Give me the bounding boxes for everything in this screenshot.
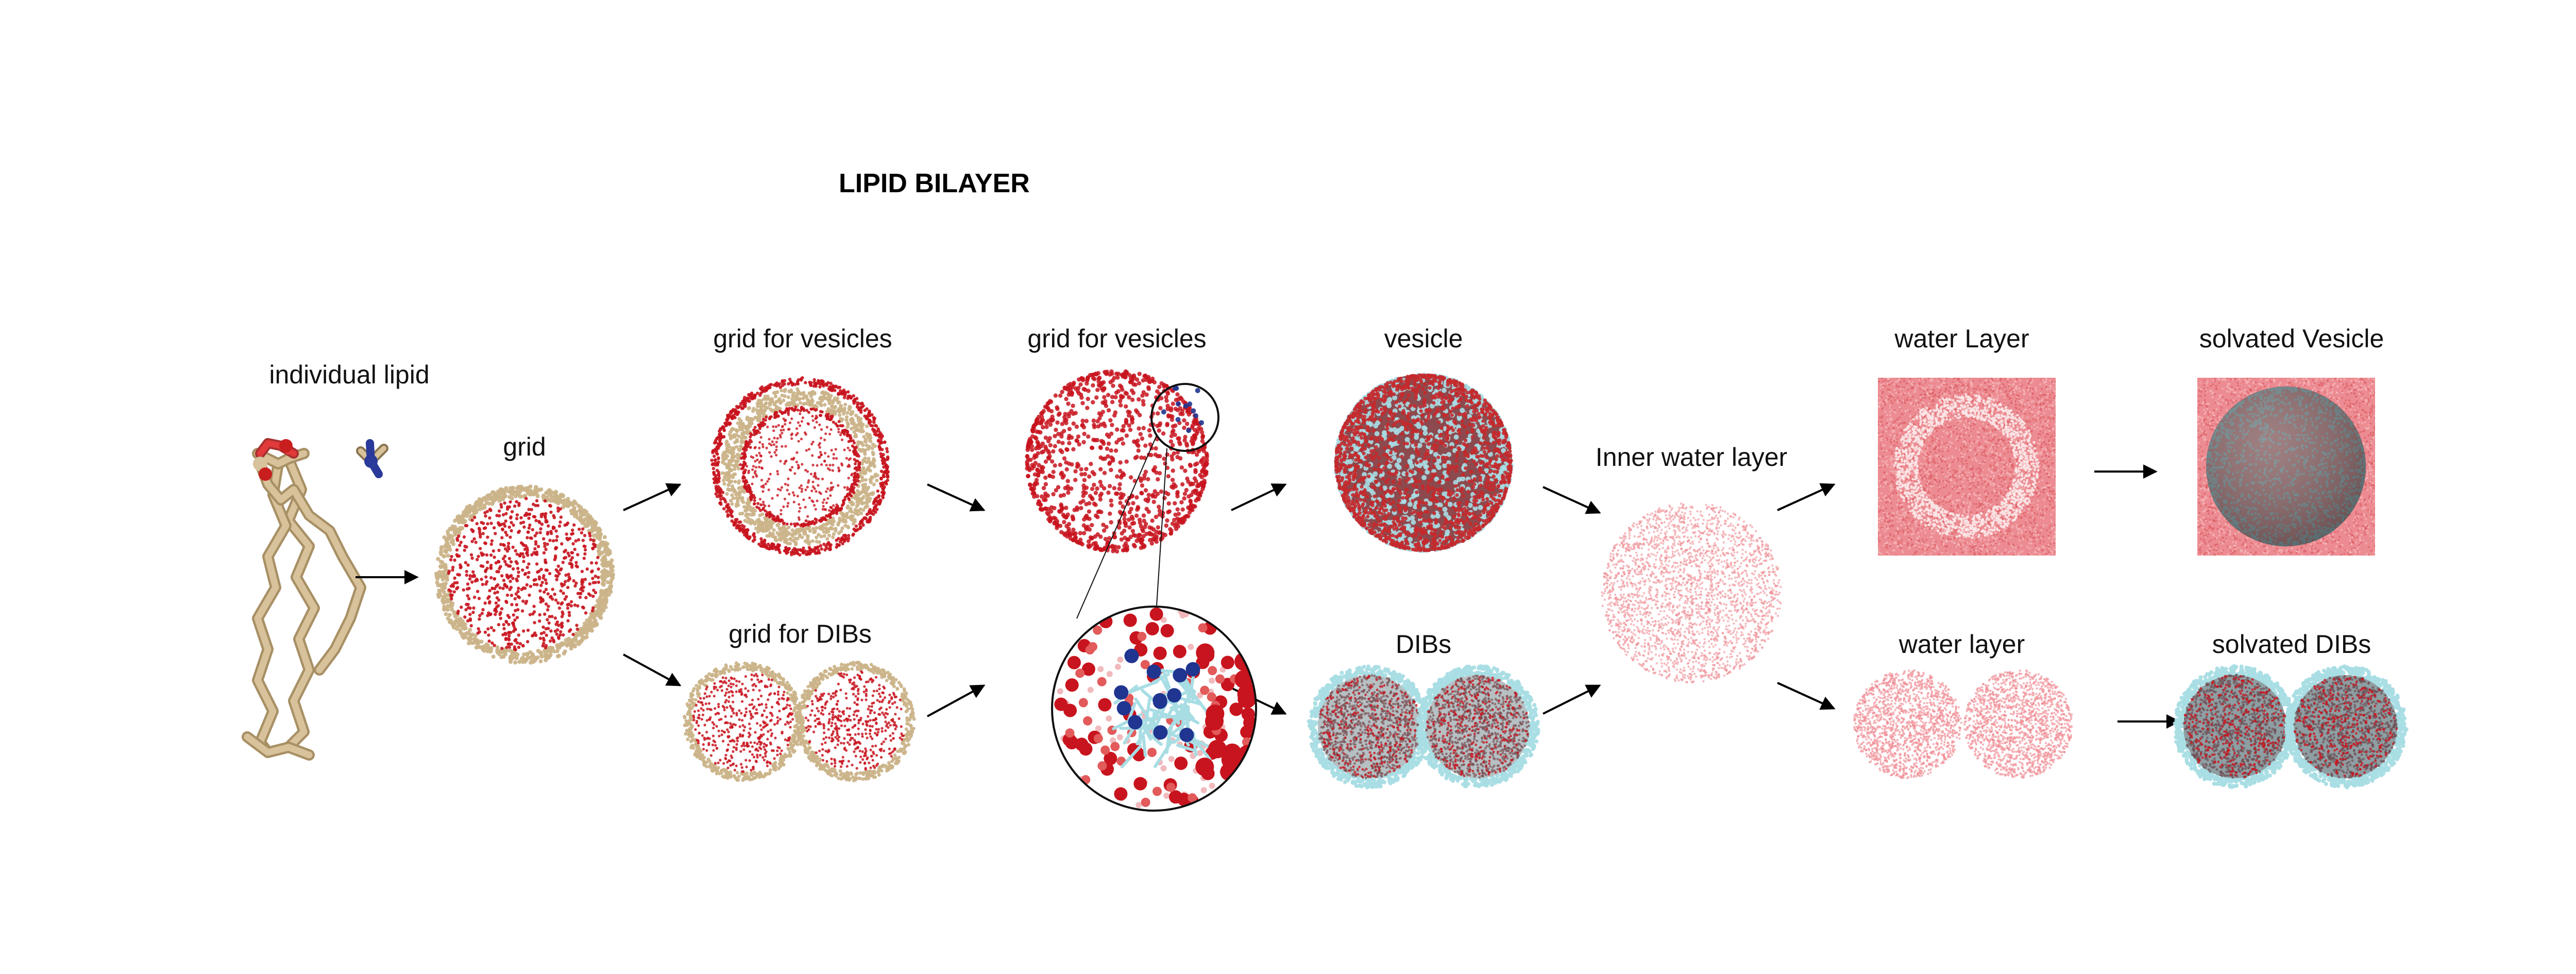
- magnifier-circle-icon: [1150, 383, 1219, 452]
- zoom-line-right: [1156, 448, 1167, 606]
- arrow-icon: [1543, 684, 1601, 715]
- dibs-spheres: [1307, 664, 1540, 790]
- label-water-layer-bottom: water layer: [1899, 629, 2025, 659]
- label-grid-for-vesicles-1: grid for vesicles: [713, 324, 892, 354]
- label-dibs: DIBs: [1396, 629, 1451, 659]
- particle-renderings: [434, 369, 2409, 809]
- label-grid-for-dibs: grid for DIBs: [728, 619, 872, 649]
- label-vesicle: vesicle: [1384, 324, 1463, 354]
- label-individual-lipid: individual lipid: [269, 360, 429, 390]
- grid-vesicles-sphere: [710, 376, 890, 557]
- zoom-inset: [1054, 607, 1256, 809]
- vesicle-sphere: [1333, 373, 1514, 553]
- zoom-line-left: [1076, 435, 1157, 619]
- arrow-icon: [1777, 682, 1836, 710]
- arrow-icon: [1777, 483, 1836, 511]
- label-grid: grid: [503, 432, 546, 462]
- grid-dibs-spheres: [683, 661, 916, 782]
- lipid-molecule-icon: [242, 438, 388, 761]
- water-layer-square: [1878, 378, 2056, 556]
- arrow-icon: [1231, 483, 1287, 511]
- diagram-title: LIPID BILAYER: [839, 168, 1030, 199]
- arrow-icon: [927, 684, 986, 717]
- grid-sphere: [434, 484, 615, 665]
- arrow-icon: [623, 653, 682, 686]
- solvated-dibs-spheres: [2173, 664, 2409, 790]
- zoom-inset-frame: [1051, 606, 1257, 812]
- arrow-icon: [927, 483, 986, 512]
- solvated-vesicle-square: [2197, 378, 2375, 556]
- arrow-icon: [1543, 486, 1601, 514]
- label-water-layer-top: water Layer: [1894, 324, 2029, 354]
- label-solvated-dibs: solvated DIBs: [2212, 629, 2371, 659]
- label-solvated-vesicle: solvated Vesicle: [2199, 324, 2384, 354]
- inner-water-sphere: [1601, 502, 1782, 684]
- label-inner-water-layer: Inner water layer: [1596, 442, 1787, 472]
- label-grid-for-vesicles-2: grid for vesicles: [1027, 324, 1206, 354]
- water-layer-spheres: [1853, 669, 2073, 780]
- arrow-icon: [623, 483, 682, 511]
